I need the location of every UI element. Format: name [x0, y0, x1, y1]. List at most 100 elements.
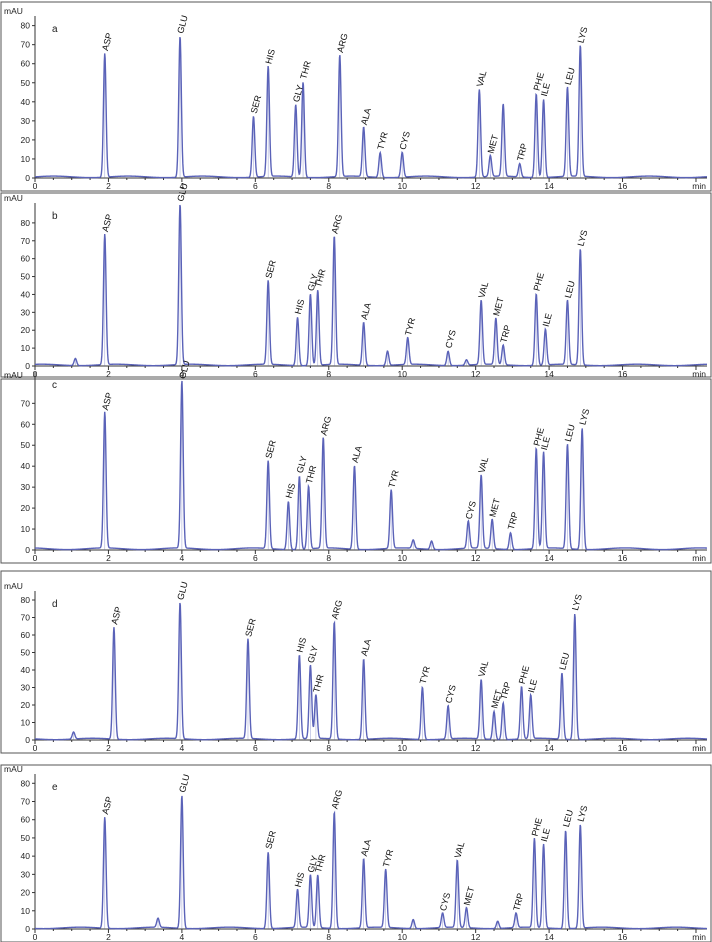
peak-label: TRP — [515, 142, 529, 162]
y-tick-label: 50 — [21, 833, 31, 843]
x-tick-label: 6 — [253, 553, 258, 563]
panel-label: c — [52, 380, 57, 391]
y-axis-label: mAU — [4, 581, 23, 591]
peak-label: CYS — [443, 329, 457, 349]
y-tick-label: 0 — [25, 545, 30, 555]
peak-label: HIS — [293, 871, 307, 888]
peak-label: GLY — [291, 84, 305, 103]
x-tick-label: 14 — [544, 369, 554, 379]
peak-label: ARG — [335, 32, 350, 53]
y-tick-label: 50 — [21, 78, 31, 88]
x-tick-label: 2 — [106, 553, 111, 563]
peak-label: MET — [491, 296, 506, 317]
panel-label: e — [52, 782, 58, 793]
x-tick-label: 10 — [397, 369, 407, 379]
peak-label: GLY — [306, 854, 320, 873]
x-tick-label: 12 — [471, 369, 481, 379]
y-axis-label: mAU — [4, 6, 23, 16]
peak-label: HIS — [293, 298, 307, 315]
panel-frame — [0, 764, 712, 942]
peak-label: TYR — [381, 848, 395, 868]
y-tick-label: 60 — [21, 630, 31, 640]
peak-label: SER — [249, 94, 264, 115]
peak-label: ASP — [100, 32, 114, 52]
y-tick-label: 40 — [21, 851, 31, 861]
x-tick-label: 8 — [326, 553, 331, 563]
chromatogram-trace — [34, 795, 708, 930]
peak-label: SER — [263, 829, 278, 850]
y-tick-label: 50 — [21, 440, 31, 450]
peak-label: SER — [263, 258, 278, 279]
peak-label: TYR — [403, 316, 417, 336]
y-tick-label: 70 — [21, 236, 31, 246]
x-tick-label: 8 — [326, 369, 331, 379]
peak-label: CYS — [443, 684, 457, 704]
y-tick-label: 20 — [21, 700, 31, 710]
x-tick-label: 16 — [618, 553, 628, 563]
x-tick-label: 4 — [180, 553, 185, 563]
peak-label: ASP — [100, 213, 114, 233]
peak-label: PHE — [532, 71, 546, 91]
x-tick-label: 2 — [106, 932, 111, 942]
y-tick-label: 0 — [25, 361, 30, 371]
peak-label: ARG — [330, 213, 345, 234]
x-tick-label: 8 — [326, 181, 331, 191]
y-tick-label: 20 — [21, 503, 31, 513]
chart-panel-d: 0 10 20 30 40 50 60 70 80 0 2 4 6 8 10 12 14 16 mAU min d ASP… — [0, 570, 712, 754]
peak-label: ALA — [350, 445, 364, 464]
chromatogram-trace — [34, 36, 708, 179]
peak-label: GLU — [175, 581, 189, 601]
peak-label: PHE — [532, 426, 546, 446]
peak-label: VAL — [476, 456, 490, 474]
peak-label: PHE — [517, 665, 531, 685]
panel-label: d — [52, 599, 58, 610]
y-tick-label: 10 — [21, 718, 31, 728]
peak-label: TYR — [386, 468, 400, 488]
peak-label: ALA — [359, 838, 373, 857]
x-tick-label: 6 — [253, 369, 258, 379]
chromatogram-trace — [34, 380, 708, 551]
peak-label: CYS — [438, 891, 452, 911]
y-tick-label: 50 — [21, 648, 31, 658]
peak-label: LYS — [576, 229, 590, 247]
peak-label: ILE — [526, 678, 539, 694]
x-tick-label: 16 — [618, 369, 628, 379]
chart-panel-b: 0 10 20 30 40 50 60 70 80 0 2 4 6 8 10 12 14 16 mAU min b ASP… — [0, 182, 712, 379]
x-tick-label: 0 — [33, 743, 38, 753]
y-tick-label: 50 — [21, 272, 31, 282]
y-axis-label: mAU — [4, 764, 23, 774]
x-axis-label: min — [692, 369, 706, 379]
peak-label: ASP — [100, 795, 114, 815]
x-tick-label: 8 — [326, 932, 331, 942]
x-tick-label: 2 — [106, 369, 111, 379]
peak-label: TYR — [375, 130, 389, 150]
peak-label: TRP — [511, 892, 525, 912]
y-axis-label: mAU — [4, 370, 23, 380]
y-tick-label: 80 — [21, 21, 31, 31]
y-tick-label: 60 — [21, 254, 31, 264]
peak-label: ARG — [319, 415, 334, 436]
peak-label: ASP — [109, 606, 123, 626]
panel-frame — [0, 1, 712, 192]
peak-label: VAL — [475, 70, 489, 88]
peak-label: ILE — [539, 82, 552, 98]
x-tick-label: 0 — [33, 932, 38, 942]
peak-label: MET — [487, 497, 502, 518]
peak-label: GLU — [175, 182, 189, 202]
y-tick-label: 10 — [21, 524, 31, 534]
panel-frame — [0, 192, 712, 378]
x-tick-label: 14 — [544, 181, 554, 191]
peak-label: LEU — [563, 280, 577, 300]
y-tick-label: 30 — [21, 307, 31, 317]
y-tick-label: 20 — [21, 135, 31, 145]
peak-label: VAL — [476, 281, 490, 299]
peak-label: LYS — [577, 408, 591, 426]
panel-frame — [0, 378, 712, 564]
y-tick-label: 40 — [21, 461, 31, 471]
y-tick-label: 40 — [21, 665, 31, 675]
x-tick-label: 4 — [180, 369, 185, 379]
peak-label: TYR — [418, 665, 432, 685]
x-tick-label: 14 — [544, 743, 554, 753]
y-tick-label: 70 — [21, 613, 31, 623]
peak-label: CYS — [397, 130, 411, 150]
